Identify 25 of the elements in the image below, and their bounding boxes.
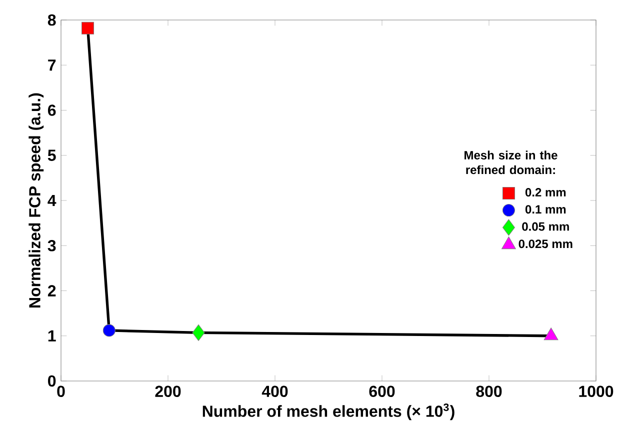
y-tick-label: 4 bbox=[48, 195, 56, 206]
y-tick-label: 6 bbox=[48, 104, 56, 116]
x-tick-label: 600 bbox=[369, 386, 395, 398]
legend-title: Mesh size in the refined domain: bbox=[464, 150, 558, 174]
x-tick-label: 400 bbox=[262, 386, 288, 398]
point bbox=[81, 22, 94, 34]
legend-label: 0.2 mm bbox=[525, 188, 566, 197]
x-tick-label: 200 bbox=[155, 386, 181, 398]
point bbox=[192, 324, 205, 341]
y-tick-label: 0 bbox=[48, 375, 56, 387]
point bbox=[102, 324, 116, 337]
x-tick-label: 800 bbox=[476, 386, 502, 398]
legend-label: 0.1 mm bbox=[525, 205, 566, 214]
y-tick-label: 5 bbox=[48, 150, 56, 161]
y-tick-label: 7 bbox=[48, 60, 56, 71]
x-tick-label: 1000 bbox=[579, 386, 614, 398]
y-tick-label: 2 bbox=[48, 285, 56, 296]
y-tick-label: 1 bbox=[48, 330, 56, 342]
x-tick-label: 0 bbox=[57, 386, 65, 398]
x-axis-title: Number of mesh elements (× 10$^{3}$) bbox=[202, 404, 454, 420]
legend-label: 0.025 mm bbox=[518, 240, 572, 248]
legend-label: 0.05 mm bbox=[522, 222, 569, 231]
y-tick-label: 8 bbox=[48, 14, 56, 26]
y-tick-label: 3 bbox=[48, 240, 56, 252]
y-axis-title: Normalized FCP speed (a.u.) bbox=[28, 93, 44, 308]
